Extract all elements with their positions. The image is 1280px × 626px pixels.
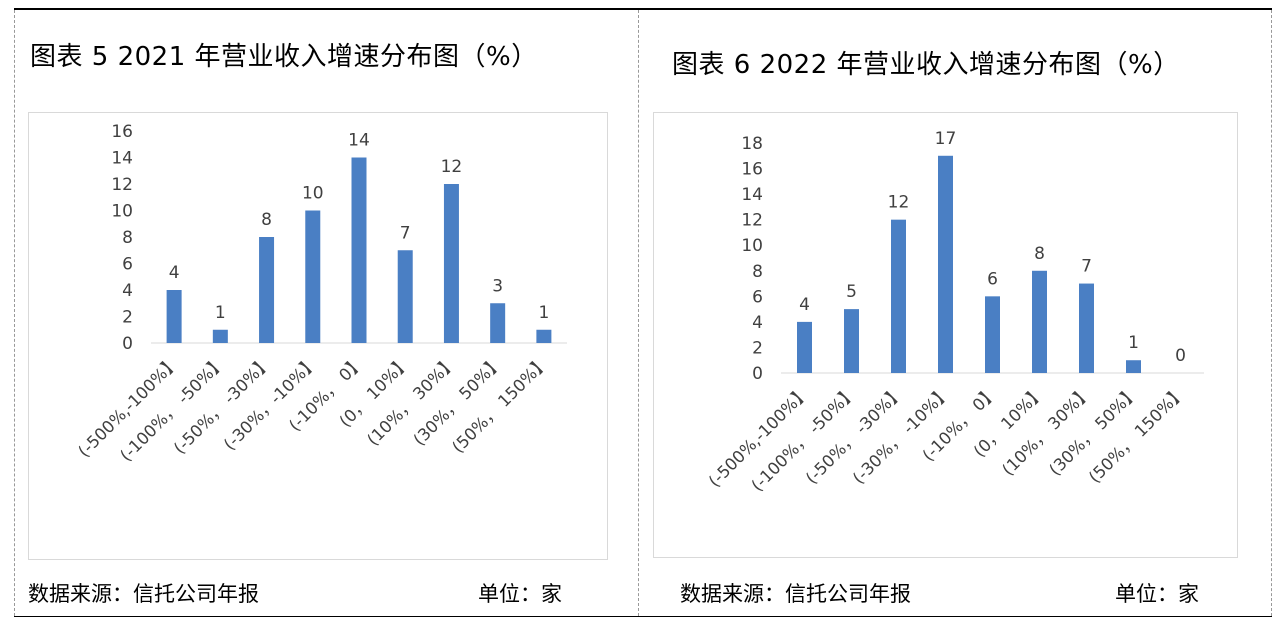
data-label: 0	[1175, 346, 1186, 366]
bar	[443, 184, 459, 343]
y-tick-label: 14	[741, 185, 763, 205]
y-tick-label: 12	[111, 175, 133, 195]
bar	[891, 219, 906, 373]
y-tick-label: 16	[111, 122, 133, 142]
data-label: 4	[799, 295, 810, 315]
bar	[797, 321, 812, 373]
chart6-title: 图表 6 2022 年营业收入增速分布图（%）	[672, 50, 1180, 80]
bar	[1032, 270, 1047, 373]
y-tick-label: 8	[752, 262, 763, 282]
y-tick-label: 16	[741, 160, 763, 180]
y-tick-label: 2	[122, 308, 133, 328]
y-tick-label: 18	[741, 134, 763, 154]
bar	[490, 303, 506, 343]
bar	[844, 309, 859, 373]
bar	[1079, 283, 1094, 373]
chart5-unit: 单位：家	[478, 582, 562, 606]
y-tick-label: 14	[111, 149, 133, 169]
y-tick-label: 4	[122, 281, 133, 301]
data-label: 7	[400, 223, 411, 243]
data-label: 5	[846, 282, 857, 302]
top-rule	[14, 8, 1272, 10]
data-label: 4	[169, 263, 180, 283]
y-tick-label: 0	[122, 334, 133, 354]
bar	[351, 157, 367, 343]
bar	[985, 296, 1000, 373]
bar	[305, 210, 321, 343]
data-label: 1	[215, 303, 226, 323]
data-label: 12	[441, 157, 463, 177]
data-label: 1	[538, 303, 549, 323]
y-tick-label: 12	[741, 211, 763, 231]
bar	[1126, 360, 1141, 373]
chart5-source: 数据来源：信托公司年报	[28, 582, 259, 606]
center-dashed-divider	[638, 10, 639, 616]
bar	[166, 290, 182, 343]
right-dashed-border	[1271, 10, 1272, 616]
y-tick-label: 6	[752, 287, 763, 307]
chart5-plot-area: 0 2 4 6 8 10 12 14 16 4 (-500%,-100%】 1 (-100%， -50%…	[28, 112, 608, 560]
y-tick-label: 4	[752, 313, 763, 333]
y-tick-label: 8	[122, 228, 133, 248]
left-dashed-border	[14, 10, 15, 616]
bar	[397, 250, 413, 343]
y-tick-label: 10	[741, 236, 763, 256]
y-tick-label: 6	[122, 255, 133, 275]
data-label: 3	[492, 276, 503, 296]
y-tick-label: 10	[111, 202, 133, 222]
data-label: 1	[1128, 333, 1139, 353]
data-label: 8	[1034, 244, 1045, 264]
data-label: 8	[261, 210, 272, 230]
data-label: 12	[888, 193, 910, 213]
bar	[259, 237, 275, 343]
chart5-title: 图表 5 2021 年营业收入增速分布图（%）	[30, 42, 538, 72]
bar	[938, 155, 953, 373]
y-tick-label: 2	[752, 338, 763, 358]
bar	[536, 329, 552, 343]
bottom-rule	[14, 616, 1272, 617]
y-tick-label: 0	[752, 364, 763, 384]
data-label: 14	[348, 131, 370, 151]
data-label: 7	[1081, 257, 1092, 277]
data-label: 17	[935, 129, 957, 149]
data-label: 6	[987, 269, 998, 289]
data-label: 10	[302, 184, 324, 204]
chart6-unit: 单位：家	[1115, 582, 1199, 606]
bar	[212, 329, 228, 343]
chart6-plot-area: 0 2 4 6 8 10 12 14 16 18 4 (-500%,-100%】 5 (-100%， -5…	[653, 112, 1238, 558]
chart6-source: 数据来源：信托公司年报	[680, 582, 911, 606]
